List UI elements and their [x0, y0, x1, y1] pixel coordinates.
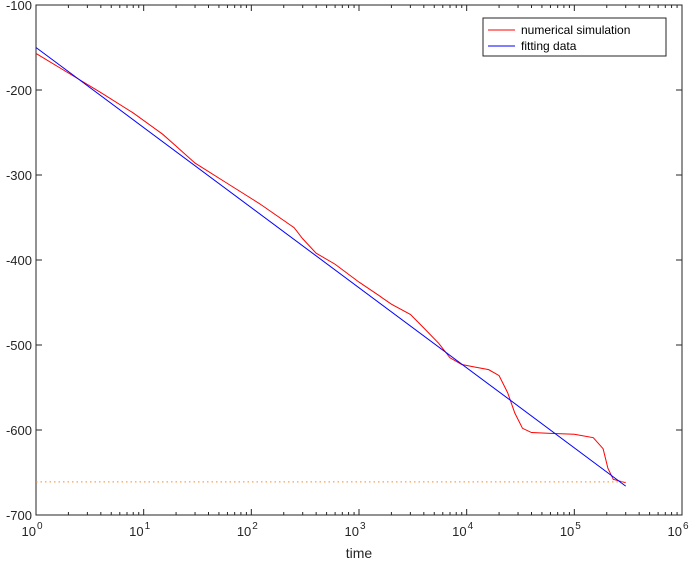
- legend-label-fitting-data: fitting data: [521, 39, 577, 53]
- series-line-numerical-simulation: [35, 53, 626, 484]
- y-tick-label: -200: [6, 83, 32, 98]
- x-tick-label: 102: [237, 521, 258, 539]
- y-tick-label: -100: [6, 0, 32, 13]
- x-tick-label: 101: [129, 521, 150, 539]
- x-tick-label: 106: [667, 521, 688, 539]
- x-tick-label: 103: [344, 521, 365, 539]
- plot-area: [35, 4, 683, 516]
- legend: numerical simulation fitting data: [482, 17, 667, 57]
- legend-box: [482, 17, 667, 57]
- series-layer: [35, 47, 626, 487]
- x-tick-label: 105: [560, 521, 581, 539]
- x-axis-label: time: [346, 545, 373, 561]
- y-tick-label: -600: [6, 423, 32, 438]
- y-tick-label: -400: [6, 253, 32, 268]
- y-tick-label: -500: [6, 338, 32, 353]
- x-tick-label: 104: [452, 521, 473, 539]
- legend-label-numerical-simulation: numerical simulation: [521, 23, 630, 37]
- y-tick-label: -700: [6, 508, 32, 523]
- y-tick-label: -300: [6, 168, 32, 183]
- series-line-fitting-data: [35, 47, 626, 487]
- x-tick-label: 100: [21, 521, 42, 539]
